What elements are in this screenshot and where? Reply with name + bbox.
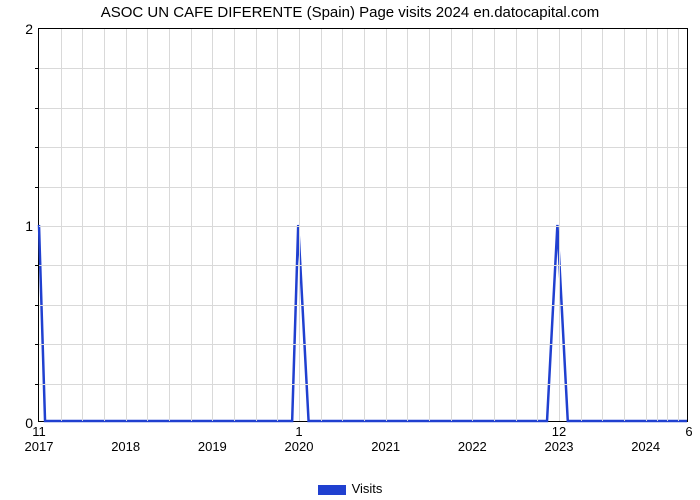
- grid-vertical-minor: [82, 29, 83, 421]
- grid-vertical-minor: [657, 29, 658, 421]
- grid-horizontal-minor: [39, 265, 687, 266]
- grid-vertical-minor: [678, 29, 679, 421]
- legend: Visits: [0, 481, 700, 496]
- grid-horizontal-minor: [39, 187, 687, 188]
- data-value-label: 1: [295, 424, 302, 439]
- y-tick-minor: [35, 384, 39, 385]
- grid-horizontal-minor: [39, 108, 687, 109]
- grid-vertical: [212, 29, 213, 421]
- chart-title: ASOC UN CAFE DIFERENTE (Spain) Page visi…: [0, 4, 700, 21]
- grid-vertical-minor: [537, 29, 538, 421]
- grid-vertical-minor: [256, 29, 257, 421]
- grid-horizontal: [39, 226, 687, 227]
- grid-vertical-minor: [667, 29, 668, 421]
- grid-vertical-minor: [321, 29, 322, 421]
- y-tick-minor: [35, 344, 39, 345]
- grid-horizontal-minor: [39, 305, 687, 306]
- grid-vertical-minor: [602, 29, 603, 421]
- chart-container: ASOC UN CAFE DIFERENTE (Spain) Page visi…: [0, 0, 700, 500]
- grid-vertical-minor: [494, 29, 495, 421]
- grid-horizontal-minor: [39, 147, 687, 148]
- x-tick-label: 2018: [111, 439, 140, 454]
- x-tick-label: 2017: [25, 439, 54, 454]
- grid-vertical: [646, 29, 647, 421]
- y-tick-minor: [35, 108, 39, 109]
- grid-horizontal-minor: [39, 344, 687, 345]
- data-value-label: 6: [685, 424, 692, 439]
- grid-vertical: [299, 29, 300, 421]
- x-tick-label: 2022: [458, 439, 487, 454]
- x-tick-label: 2019: [198, 439, 227, 454]
- x-tick-label: 2023: [545, 439, 574, 454]
- grid-vertical-minor: [104, 29, 105, 421]
- y-tick-minor: [35, 187, 39, 188]
- grid-vertical-minor: [451, 29, 452, 421]
- grid-vertical-minor: [191, 29, 192, 421]
- grid-vertical-minor: [277, 29, 278, 421]
- grid-vertical: [126, 29, 127, 421]
- grid-vertical-minor: [624, 29, 625, 421]
- grid-vertical-minor: [234, 29, 235, 421]
- grid-vertical-minor: [516, 29, 517, 421]
- x-tick-label: 2021: [371, 439, 400, 454]
- grid-vertical-minor: [342, 29, 343, 421]
- y-tick-label: 1: [25, 218, 33, 234]
- grid-vertical-minor: [364, 29, 365, 421]
- x-tick-label: 2024: [631, 439, 660, 454]
- grid-horizontal-minor: [39, 384, 687, 385]
- y-tick-minor: [35, 147, 39, 148]
- grid-vertical-minor: [429, 29, 430, 421]
- y-tick-label: 2: [25, 21, 33, 37]
- grid-vertical: [472, 29, 473, 421]
- grid-vertical-minor: [407, 29, 408, 421]
- line-series: [39, 29, 687, 421]
- grid-vertical-minor: [147, 29, 148, 421]
- data-value-label: 12: [552, 424, 566, 439]
- y-tick-minor: [35, 265, 39, 266]
- grid-horizontal-minor: [39, 68, 687, 69]
- grid-vertical-minor: [581, 29, 582, 421]
- grid-vertical-minor: [169, 29, 170, 421]
- grid-vertical: [386, 29, 387, 421]
- grid-vertical: [559, 29, 560, 421]
- plot-area: 2017201820192020202120222023202401211112…: [38, 28, 688, 422]
- x-tick-label: 2020: [285, 439, 314, 454]
- y-tick-minor: [35, 68, 39, 69]
- data-value-label: 11: [32, 424, 46, 439]
- grid-vertical-minor: [61, 29, 62, 421]
- legend-swatch: [318, 485, 346, 495]
- y-tick-minor: [35, 305, 39, 306]
- legend-label: Visits: [352, 481, 383, 496]
